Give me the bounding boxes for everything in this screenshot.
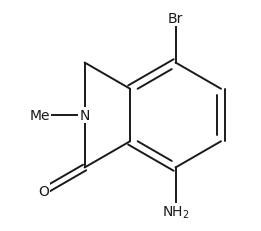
Text: Me: Me <box>30 109 50 122</box>
Text: N: N <box>79 109 90 122</box>
Text: O: O <box>38 184 49 198</box>
Text: Br: Br <box>168 12 183 26</box>
Text: NH$_2$: NH$_2$ <box>162 204 189 220</box>
